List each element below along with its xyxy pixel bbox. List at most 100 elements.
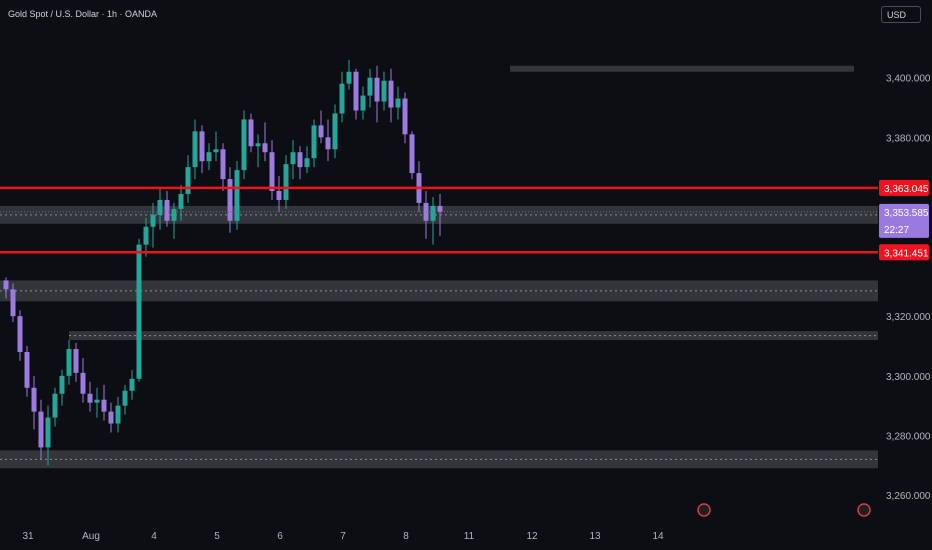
candle bbox=[94, 387, 100, 418]
candle bbox=[409, 131, 415, 180]
candle bbox=[269, 140, 275, 200]
candle bbox=[332, 104, 338, 159]
candle-body bbox=[339, 83, 345, 114]
event-flag-icon bbox=[697, 503, 711, 517]
candle-body bbox=[66, 349, 72, 376]
candle bbox=[150, 202, 156, 248]
candle bbox=[136, 238, 142, 382]
candle-body bbox=[269, 152, 275, 191]
candle-body bbox=[402, 98, 408, 135]
resistance-price-tag-bg bbox=[879, 179, 929, 196]
y-tick-label: 3,400.000 bbox=[886, 74, 931, 85]
candle-body bbox=[206, 152, 212, 162]
candle bbox=[248, 113, 254, 153]
candle-body bbox=[52, 393, 58, 418]
candle-body bbox=[129, 378, 135, 391]
candle bbox=[437, 193, 443, 236]
support-price-tag-bg bbox=[879, 244, 929, 261]
candle-body bbox=[157, 199, 163, 215]
candle-body bbox=[234, 170, 240, 221]
candle bbox=[3, 277, 9, 299]
candle-body bbox=[164, 199, 170, 221]
candle bbox=[192, 119, 198, 180]
x-tick-label: 5 bbox=[214, 531, 220, 542]
candle bbox=[297, 146, 303, 180]
candle bbox=[10, 283, 16, 323]
candle bbox=[339, 71, 345, 123]
candle bbox=[164, 190, 170, 227]
candle-body bbox=[311, 125, 317, 159]
current-price-tag-bg bbox=[879, 203, 929, 238]
candle bbox=[129, 369, 135, 400]
candle bbox=[143, 217, 149, 257]
x-tick-label: 13 bbox=[589, 531, 601, 542]
candle bbox=[24, 346, 30, 397]
candle-body bbox=[325, 137, 331, 150]
candle bbox=[304, 146, 310, 174]
candle bbox=[360, 86, 366, 120]
candle-body bbox=[87, 393, 93, 403]
x-tick-label: Aug bbox=[82, 531, 100, 542]
candle-body bbox=[388, 80, 394, 108]
candle bbox=[255, 134, 261, 168]
candle bbox=[115, 396, 121, 433]
candle-body bbox=[297, 152, 303, 168]
candle-body bbox=[318, 125, 324, 138]
candle-body bbox=[143, 226, 149, 245]
candle-body bbox=[10, 289, 16, 317]
candle bbox=[17, 310, 23, 361]
candle-body bbox=[122, 390, 128, 406]
candle bbox=[395, 86, 401, 120]
candle-body bbox=[276, 190, 282, 200]
candle bbox=[66, 340, 72, 385]
candle-body bbox=[381, 80, 387, 102]
candle-body bbox=[283, 164, 289, 200]
candle-body bbox=[430, 205, 436, 221]
currency-button[interactable]: USD bbox=[881, 6, 921, 23]
candle-body bbox=[38, 411, 44, 448]
candle-body bbox=[3, 280, 9, 290]
candle-body bbox=[409, 134, 415, 174]
candle bbox=[213, 131, 219, 162]
y-tick-label: 3,380.000 bbox=[886, 133, 931, 144]
x-tick-label: 6 bbox=[277, 531, 283, 542]
candle-body bbox=[73, 349, 79, 373]
candle bbox=[171, 202, 177, 239]
candle-body bbox=[290, 152, 296, 165]
support-price-tag: 3,341.451 bbox=[884, 248, 929, 259]
candle-body bbox=[353, 71, 359, 111]
candle bbox=[80, 357, 86, 403]
candle bbox=[206, 143, 212, 171]
supply-demand-zone bbox=[0, 280, 878, 302]
candle bbox=[353, 68, 359, 120]
candle bbox=[381, 71, 387, 111]
candle-body bbox=[332, 113, 338, 150]
x-tick-label: 4 bbox=[151, 531, 157, 542]
candle bbox=[31, 375, 37, 430]
candle bbox=[346, 59, 352, 90]
supply-demand-zone bbox=[69, 331, 878, 341]
candle bbox=[199, 125, 205, 174]
candle-body bbox=[185, 167, 191, 194]
x-tick-label: 8 bbox=[403, 531, 409, 542]
y-tick-label: 3,300.000 bbox=[886, 372, 931, 383]
candle-body bbox=[360, 95, 366, 111]
candle-body bbox=[45, 417, 51, 448]
candle-body bbox=[171, 208, 177, 221]
x-tick-label: 12 bbox=[526, 531, 538, 542]
candle bbox=[262, 122, 268, 162]
symbol-title: Gold Spot / U.S. Dollar · 1h · OANDA bbox=[8, 9, 158, 19]
candle bbox=[185, 155, 191, 203]
candle bbox=[318, 110, 324, 144]
candle bbox=[416, 161, 422, 212]
candle bbox=[122, 384, 128, 415]
candle bbox=[388, 68, 394, 123]
candle-body bbox=[304, 158, 310, 168]
candle-body bbox=[17, 316, 23, 352]
candle-body bbox=[136, 244, 142, 379]
candle bbox=[367, 68, 373, 108]
supply-demand-zone bbox=[0, 450, 878, 469]
candle bbox=[283, 155, 289, 209]
